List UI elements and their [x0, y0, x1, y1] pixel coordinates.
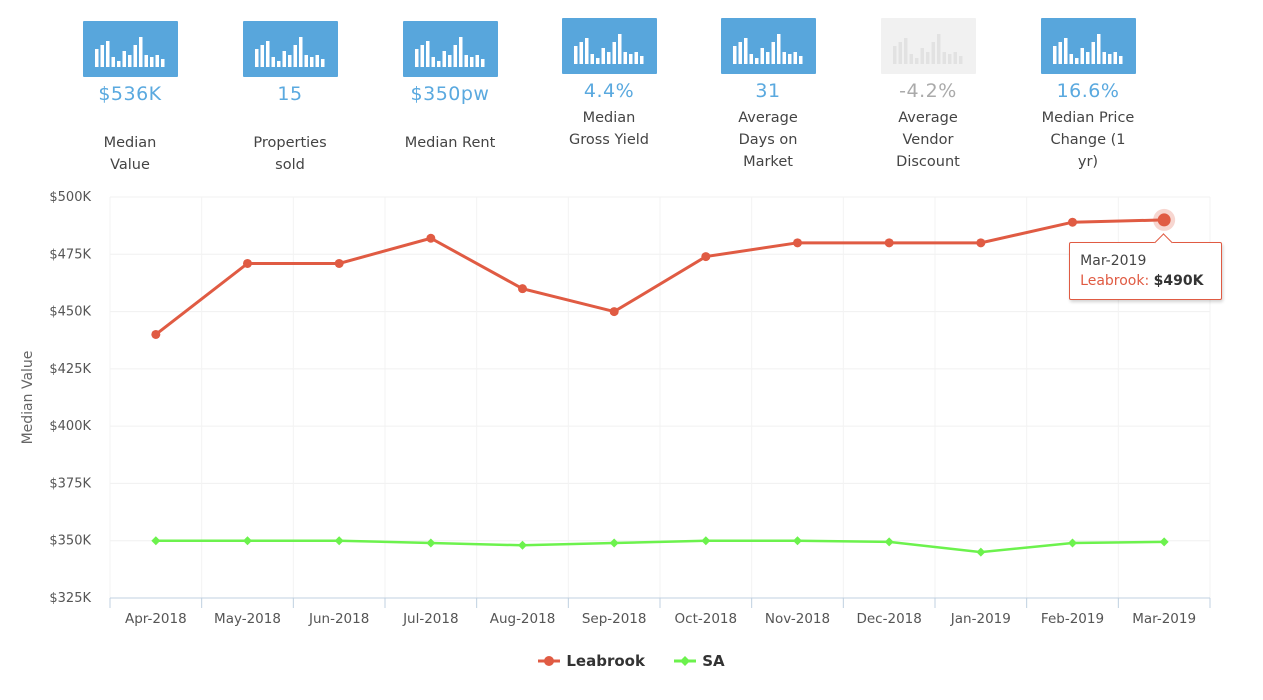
y-tick-label: $500K	[49, 190, 91, 205]
data-point-leabrook	[976, 238, 986, 248]
y-tick-label: $400K	[49, 419, 91, 434]
data-point-sa	[1159, 537, 1169, 547]
chart-tooltip: Mar-2019 Leabrook: $490K	[1069, 233, 1223, 300]
stat-value: 16.6%	[1056, 80, 1120, 102]
y-tick-label: $475K	[49, 247, 91, 262]
y-tick-label: $350K	[49, 534, 91, 549]
data-point-sa	[701, 536, 711, 546]
stat-value: -4.2%	[899, 80, 957, 102]
legend-label-sa: SA	[702, 652, 725, 670]
x-tick-label: May-2018	[214, 611, 281, 627]
stat-label: Average Vendor Discount	[896, 110, 960, 170]
median-value-chart: $325K $350K $375K $400K $425K $450K $475K $500K…	[0, 180, 1263, 700]
x-tick-label: Dec-2018	[856, 611, 921, 627]
data-point-leabrook	[334, 258, 344, 268]
bar-chart-icon	[720, 18, 816, 74]
stat-label: Median Value	[103, 135, 157, 173]
data-point-leabrook	[1157, 213, 1171, 227]
data-point-leabrook	[151, 329, 161, 339]
x-tick-label: Jan-2019	[950, 611, 1011, 627]
data-point-leabrook	[1068, 217, 1077, 227]
stat-label: Median Gross Yield	[569, 110, 649, 148]
tooltip-category: Mar-2019	[1080, 252, 1147, 269]
bar-chart-glyph	[94, 37, 164, 67]
stat-value: $536K	[98, 83, 162, 105]
x-tick-label: Feb-2019	[1041, 611, 1104, 627]
data-point-sa	[1068, 538, 1077, 548]
stat-tile: 4.4% Median Gross Yield	[529, 18, 689, 151]
stat-tile: 15 Properties sold	[210, 21, 370, 176]
y-tick-label: $425K	[49, 362, 91, 377]
data-point-sa	[334, 536, 344, 546]
stat-label: Median Rent	[404, 135, 496, 151]
bar-chart-glyph	[254, 37, 324, 67]
bar-chart-icon	[880, 18, 976, 74]
data-point-sa	[518, 540, 527, 550]
x-tick-label: Jul-2018	[402, 611, 459, 627]
stat-value: 4.4%	[583, 80, 635, 102]
data-point-leabrook	[243, 258, 252, 268]
stat-tile: -4.2% Average Vendor Discount	[848, 18, 1008, 173]
legend-item-leabrook[interactable]: Leabrook	[538, 652, 645, 670]
data-point-leabrook	[793, 238, 802, 248]
stat-value: 31	[755, 80, 781, 102]
data-point-sa	[151, 536, 161, 546]
x-tick-label: Mar-2019	[1132, 611, 1196, 627]
tooltip-value: $490K	[1153, 272, 1204, 289]
bar-chart-glyph	[573, 34, 643, 64]
data-point-leabrook	[518, 284, 527, 294]
y-tick-label: $450K	[49, 305, 91, 320]
data-point-leabrook	[609, 307, 619, 317]
stat-label: Median Price Change (1 yr)	[1041, 110, 1135, 170]
bar-chart-glyph	[1052, 34, 1122, 64]
tooltip-row: Leabrook: $490K	[1080, 271, 1211, 291]
stat-value: 15	[277, 83, 303, 105]
chart-legend: Leabrook SA	[0, 652, 1263, 676]
stat-label: Average Days on Market	[738, 110, 798, 170]
chart-canvas: $325K $350K $375K $400K $425K $450K $475K $500K…	[20, 190, 1211, 627]
x-tick-label: Nov-2018	[765, 611, 830, 627]
bar-chart-icon	[1040, 18, 1136, 74]
stat-tile: $350pw Median Rent	[370, 21, 530, 154]
data-point-leabrook	[701, 252, 711, 262]
bar-chart-icon	[242, 21, 338, 77]
data-point-sa	[793, 536, 802, 546]
data-point-leabrook	[884, 238, 894, 248]
stat-tile: $536K Median Value	[50, 21, 210, 176]
y-tick-label: $325K	[49, 591, 91, 606]
series-line-leabrook	[154, 218, 1165, 336]
bar-chart-glyph	[732, 34, 802, 64]
legend-marker-sa	[674, 656, 697, 666]
legend-item-sa[interactable]: SA	[674, 652, 725, 670]
tooltip-separator: :	[1144, 272, 1154, 289]
bar-chart-icon	[402, 21, 498, 77]
bar-chart-icon	[561, 18, 657, 74]
data-point-leabrook	[426, 233, 436, 243]
bar-chart-icon	[82, 21, 178, 77]
stat-tile: 16.6% Median Price Change (1 yr)	[1008, 18, 1168, 173]
data-point-sa	[976, 547, 986, 557]
x-tick-label: Aug-2018	[490, 611, 556, 627]
data-point-sa	[609, 538, 619, 548]
bar-chart-glyph	[892, 34, 962, 64]
tooltip-series: Leabrook	[1080, 272, 1145, 289]
x-tick-label: Oct-2018	[675, 611, 738, 627]
y-tick-label: $375K	[49, 476, 91, 491]
stat-label: Properties sold	[253, 135, 327, 173]
data-point-sa	[426, 538, 436, 548]
bar-chart-glyph	[414, 37, 484, 67]
stat-tile: 31 Average Days on Market	[688, 18, 848, 173]
stat-value: $350pw	[410, 83, 490, 105]
legend-label-leabrook: Leabrook	[566, 652, 645, 670]
x-tick-label: Apr-2018	[125, 611, 187, 627]
data-point-sa	[884, 537, 894, 547]
x-tick-label: Sep-2018	[582, 611, 647, 627]
x-tick-label: Jun-2018	[308, 611, 369, 627]
legend-marker-leabrook	[538, 656, 561, 666]
series-line-sa	[155, 539, 1165, 554]
data-point-sa	[243, 536, 252, 546]
y-axis-title: Median Value	[20, 351, 36, 445]
stat-tiles: $536K Median Value 15 Properties sold $350pw…	[0, 0, 1263, 173]
